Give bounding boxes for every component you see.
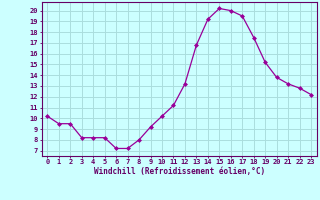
X-axis label: Windchill (Refroidissement éolien,°C): Windchill (Refroidissement éolien,°C) bbox=[94, 167, 265, 176]
